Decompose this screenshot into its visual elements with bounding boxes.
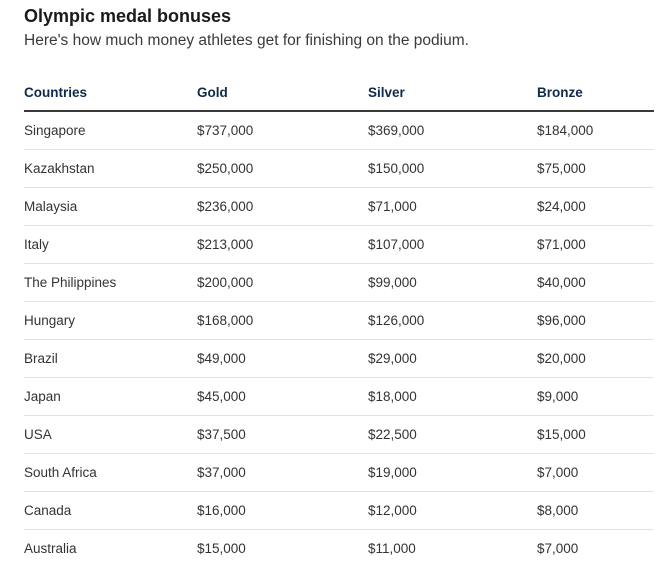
medal-bonus-table: Countries Gold Silver Bronze Singapore $7… bbox=[24, 75, 654, 567]
silver-cell: $19,000 bbox=[368, 453, 537, 492]
gold-cell: $250,000 bbox=[197, 149, 368, 188]
bronze-cell: $7,000 bbox=[537, 453, 654, 492]
silver-cell: $150,000 bbox=[368, 149, 537, 188]
table-row: Brazil $49,000 $29,000 $20,000 bbox=[24, 339, 654, 378]
column-header-countries: Countries bbox=[24, 75, 197, 112]
bronze-cell: $9,000 bbox=[537, 377, 654, 416]
country-cell: Italy bbox=[24, 225, 197, 264]
page-title: Olympic medal bonuses bbox=[24, 6, 232, 26]
bronze-cell: $15,000 bbox=[537, 415, 654, 454]
gold-cell: $200,000 bbox=[197, 263, 368, 302]
country-cell: The Philippines bbox=[24, 263, 197, 302]
bronze-cell: $40,000 bbox=[537, 263, 654, 302]
column-header-gold: Gold bbox=[197, 75, 368, 112]
table-row: USA $37,500 $22,500 $15,000 bbox=[24, 415, 654, 454]
gold-cell: $15,000 bbox=[197, 541, 246, 556]
silver-cell: $18,000 bbox=[368, 377, 537, 416]
column-header-silver: Silver bbox=[368, 75, 537, 112]
table-row: Australia $15,000 $11,000 $7,000 bbox=[24, 530, 654, 568]
bronze-cell: $75,000 bbox=[537, 149, 654, 188]
bronze-cell: $96,000 bbox=[537, 301, 654, 340]
gold-cell: $236,000 bbox=[197, 187, 368, 226]
table-header-row: Countries Gold Silver Bronze bbox=[24, 75, 654, 112]
silver-cell: $12,000 bbox=[368, 491, 537, 530]
country-cell: Singapore bbox=[24, 111, 197, 150]
bronze-cell: $184,000 bbox=[537, 111, 654, 150]
country-cell: USA bbox=[24, 415, 197, 454]
country-cell: Malaysia bbox=[24, 187, 197, 226]
gold-cell: $168,000 bbox=[197, 301, 368, 340]
country-cell: Australia bbox=[24, 541, 77, 556]
silver-cell: $107,000 bbox=[368, 225, 537, 264]
table-row: South Africa $37,000 $19,000 $7,000 bbox=[24, 453, 654, 492]
gold-cell: $49,000 bbox=[197, 339, 368, 378]
table-row: Italy $213,000 $107,000 $71,000 bbox=[24, 225, 654, 264]
gold-cell: $16,000 bbox=[197, 491, 368, 530]
bronze-cell: $8,000 bbox=[537, 491, 654, 530]
country-cell: Brazil bbox=[24, 339, 197, 378]
gold-cell: $37,000 bbox=[197, 453, 368, 492]
page-subtitle: Here's how much money athletes get for f… bbox=[24, 32, 469, 49]
table-body: Singapore $737,000 $369,000 $184,000 Kazakhs… bbox=[24, 111, 654, 567]
table-row: Hungary $168,000 $126,000 $96,000 bbox=[24, 301, 654, 340]
bronze-cell: $20,000 bbox=[537, 339, 654, 378]
gold-cell: $737,000 bbox=[197, 111, 368, 150]
table-row: The Philippines $200,000 $99,000 $40,000 bbox=[24, 263, 654, 302]
gold-cell: $213,000 bbox=[197, 225, 368, 264]
silver-cell: $126,000 bbox=[368, 301, 537, 340]
table-row: Malaysia $236,000 $71,000 $24,000 bbox=[24, 187, 654, 226]
silver-cell: $71,000 bbox=[368, 187, 537, 226]
silver-cell: $99,000 bbox=[368, 263, 537, 302]
country-cell: Kazakhstan bbox=[24, 149, 197, 188]
gold-cell: $37,500 bbox=[197, 415, 368, 454]
bronze-cell: $24,000 bbox=[537, 187, 654, 226]
silver-cell: $22,500 bbox=[368, 415, 537, 454]
country-cell: Canada bbox=[24, 491, 197, 530]
silver-cell: $11,000 bbox=[368, 541, 416, 556]
bronze-cell: $7,000 bbox=[537, 541, 579, 556]
country-cell: South Africa bbox=[24, 453, 197, 492]
silver-cell: $369,000 bbox=[368, 111, 537, 150]
table-row: Japan $45,000 $18,000 $9,000 bbox=[24, 377, 654, 416]
bronze-cell: $71,000 bbox=[537, 225, 654, 264]
table-row: Singapore $737,000 $369,000 $184,000 bbox=[24, 111, 654, 150]
silver-cell: $29,000 bbox=[368, 339, 537, 378]
country-cell: Hungary bbox=[24, 301, 197, 340]
table-row: Kazakhstan $250,000 $150,000 $75,000 bbox=[24, 149, 654, 188]
column-header-bronze: Bronze bbox=[537, 75, 654, 112]
country-cell: Japan bbox=[24, 377, 197, 416]
gold-cell: $45,000 bbox=[197, 377, 368, 416]
table-row: Canada $16,000 $12,000 $8,000 bbox=[24, 491, 654, 530]
